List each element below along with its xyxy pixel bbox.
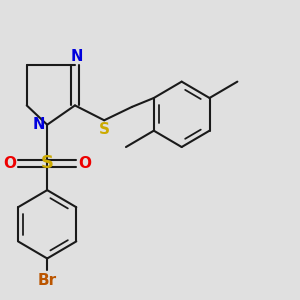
Text: O: O [4,156,16,171]
Text: N: N [32,117,45,132]
Text: S: S [41,154,54,172]
Text: N: N [70,49,82,64]
Text: O: O [78,156,91,171]
Text: S: S [99,122,110,137]
Text: Br: Br [38,273,57,288]
